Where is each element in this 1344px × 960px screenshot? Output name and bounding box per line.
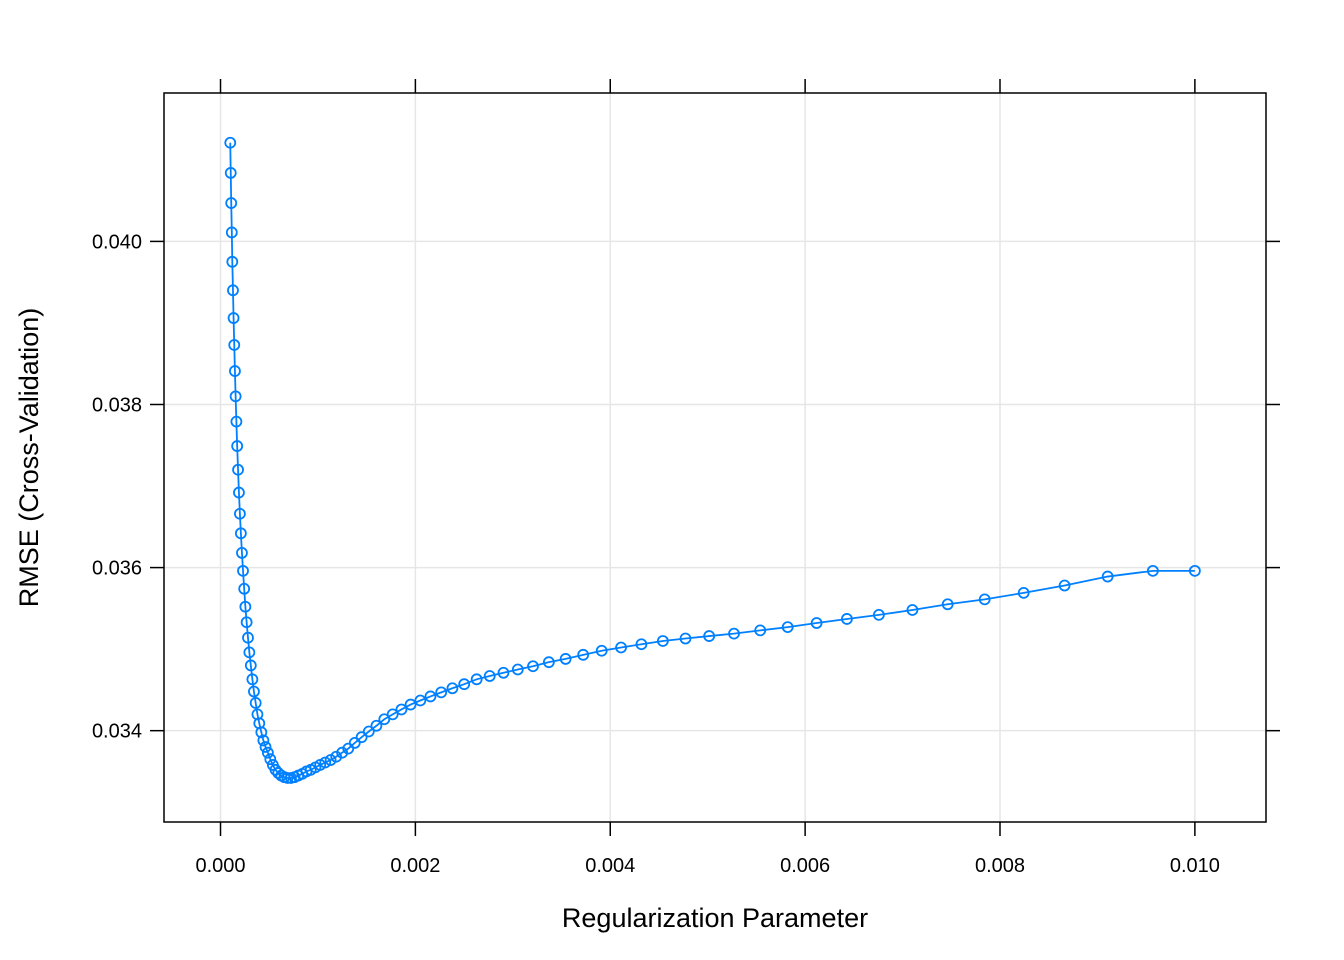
x-tick-label: 0.006 xyxy=(780,855,830,877)
data-point xyxy=(615,641,627,654)
data-point xyxy=(224,167,237,179)
data-point xyxy=(231,440,244,452)
y-tick-label: 0.034 xyxy=(92,721,142,743)
data-point xyxy=(483,670,496,682)
x-tick-label: 0.000 xyxy=(195,855,245,877)
data-point xyxy=(497,666,510,679)
data-point xyxy=(234,527,247,540)
tick-labels: 0.000 0.002 0.004 0.006 0.008 0.010 0.034 0.036… xyxy=(92,231,1220,877)
data-point xyxy=(1101,570,1114,583)
data-point xyxy=(261,746,274,759)
y-axis-title: RMSE (Cross-Validation) xyxy=(14,308,44,608)
data-point xyxy=(227,284,239,297)
data-point xyxy=(1058,579,1071,592)
data-point xyxy=(225,226,238,239)
data-point xyxy=(238,582,251,595)
data-point xyxy=(595,644,608,657)
data-point xyxy=(236,547,248,559)
data-point xyxy=(542,656,555,669)
y-tick-label: 0.040 xyxy=(92,231,142,253)
data-point xyxy=(470,673,483,686)
data-point xyxy=(395,703,408,716)
data-point xyxy=(229,365,241,377)
x-tick-label: 0.008 xyxy=(975,855,1025,877)
data-point xyxy=(703,630,716,642)
data-point xyxy=(679,632,692,645)
data-point xyxy=(225,197,238,209)
data-point xyxy=(237,564,249,577)
data-point xyxy=(348,737,361,749)
y-tick-label: 0.038 xyxy=(92,394,142,416)
data-point xyxy=(242,631,254,644)
data-point xyxy=(435,686,448,699)
data-point xyxy=(1146,564,1159,577)
data-point xyxy=(240,616,253,629)
data-point xyxy=(233,486,245,499)
data-point xyxy=(511,663,524,676)
data-point xyxy=(226,255,239,268)
data-point xyxy=(255,726,268,739)
data-point xyxy=(342,742,355,755)
data-point xyxy=(264,753,277,766)
data-point xyxy=(781,621,794,634)
data-point xyxy=(378,713,391,726)
data-point xyxy=(527,660,539,673)
data-point xyxy=(754,624,767,637)
data-point xyxy=(906,604,919,616)
data-point xyxy=(246,673,259,686)
data-point xyxy=(227,312,240,324)
data-point xyxy=(446,682,459,695)
data-point xyxy=(1017,586,1030,599)
data-point xyxy=(978,593,991,606)
series-line xyxy=(229,142,1195,779)
plot-frame xyxy=(163,92,1267,823)
data-point xyxy=(1188,564,1201,577)
data-point xyxy=(386,708,399,721)
data-point xyxy=(872,608,885,621)
data-point xyxy=(370,719,383,732)
data-point xyxy=(319,756,332,769)
data-point xyxy=(728,627,740,640)
data-point xyxy=(577,648,590,661)
grid-lines xyxy=(164,93,1266,822)
data-point xyxy=(229,390,242,403)
x-tick-label: 0.002 xyxy=(390,855,440,877)
data-point xyxy=(656,635,669,647)
data-point xyxy=(458,678,471,691)
x-tick-label: 0.004 xyxy=(585,855,635,877)
data-point xyxy=(404,698,417,711)
data-point xyxy=(841,613,853,625)
data-point xyxy=(424,690,437,703)
data-point xyxy=(559,653,572,665)
data-point xyxy=(355,731,368,744)
data-point xyxy=(257,734,270,747)
data-point xyxy=(941,598,954,611)
data-point xyxy=(244,659,257,672)
data-point xyxy=(248,685,260,698)
y-tick-label: 0.036 xyxy=(92,558,142,580)
data-point xyxy=(281,772,294,784)
data-point xyxy=(234,507,246,520)
x-axis-title: Regularization Parameter xyxy=(562,903,868,933)
data-point xyxy=(230,415,243,428)
data-point xyxy=(362,725,375,738)
data-point xyxy=(239,600,252,613)
data-point xyxy=(224,136,237,149)
data-point xyxy=(243,646,256,659)
data-point xyxy=(635,638,648,651)
data-point xyxy=(228,339,241,351)
data-point xyxy=(810,617,823,629)
data-point xyxy=(259,741,272,753)
data-point xyxy=(414,694,427,707)
axis-ticks xyxy=(150,79,1280,836)
data-point xyxy=(249,697,262,709)
data-series xyxy=(224,136,1201,784)
x-tick-label: 0.010 xyxy=(1170,855,1220,877)
data-point xyxy=(232,463,244,476)
